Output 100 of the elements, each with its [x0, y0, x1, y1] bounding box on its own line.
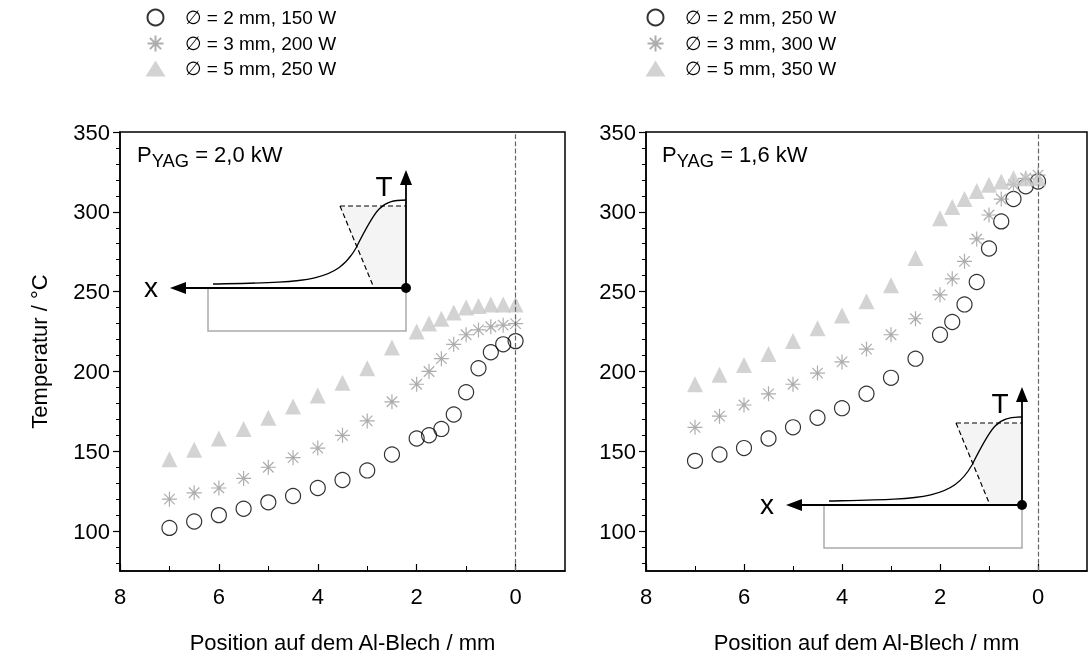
point — [993, 213, 1010, 230]
point — [931, 286, 949, 303]
point — [760, 430, 777, 447]
point — [186, 513, 203, 530]
point — [687, 376, 703, 393]
point — [980, 240, 998, 257]
point — [309, 387, 326, 404]
y-tick-label: 200 — [73, 358, 110, 384]
point — [833, 400, 851, 417]
point — [882, 369, 900, 386]
point — [932, 210, 948, 227]
point — [359, 360, 376, 377]
point — [981, 176, 997, 193]
point — [858, 341, 875, 358]
y-tick-label: 150 — [599, 438, 636, 464]
point — [383, 446, 401, 463]
point — [334, 471, 351, 489]
point — [458, 384, 475, 401]
point — [433, 420, 450, 438]
point — [968, 183, 985, 200]
point — [809, 364, 826, 382]
point — [735, 439, 753, 457]
point — [760, 345, 777, 362]
point — [711, 446, 728, 463]
point — [993, 173, 1010, 190]
legend-label: ∅ = 2 mm, 250 W — [684, 7, 837, 28]
point — [760, 385, 777, 402]
point — [408, 376, 425, 393]
point — [956, 253, 973, 270]
point — [161, 451, 178, 468]
point — [161, 519, 178, 536]
point — [968, 273, 985, 291]
point — [445, 336, 462, 353]
point — [907, 350, 924, 367]
x-axis-title: Position auf dem Al-Blech / mm — [189, 629, 496, 655]
x-tick-label: 0 — [509, 583, 522, 609]
point — [735, 396, 753, 414]
point — [420, 363, 438, 380]
y-tick-label: 350 — [599, 119, 636, 145]
point — [383, 393, 401, 410]
point — [882, 326, 900, 343]
point — [334, 427, 351, 444]
point — [408, 323, 425, 340]
x-tick-label: 8 — [113, 583, 127, 609]
legend-label: ∅ = 3 mm, 200 W — [184, 33, 337, 54]
point — [359, 412, 376, 430]
point — [907, 250, 924, 267]
point — [309, 439, 326, 457]
point — [1005, 190, 1022, 208]
annotation: P$_{YAG}$ = 2,0 kW — [137, 142, 283, 173]
point — [383, 339, 400, 356]
point — [507, 315, 524, 332]
point — [686, 419, 704, 436]
point — [334, 374, 351, 391]
y-axis-title: Temperatur / °C — [26, 274, 52, 429]
annotation: x — [144, 272, 158, 303]
x-tick-label: 0 — [1031, 583, 1045, 609]
point — [260, 409, 277, 426]
point — [993, 190, 1010, 208]
point — [458, 299, 475, 316]
point — [784, 419, 802, 436]
point — [495, 317, 512, 334]
point — [944, 270, 961, 287]
y-tick-label: 200 — [599, 358, 636, 384]
point — [785, 333, 801, 350]
point — [309, 479, 326, 497]
point — [711, 366, 728, 383]
point — [507, 333, 524, 350]
point — [210, 479, 227, 497]
point — [1017, 178, 1034, 195]
x-tick-label: 2 — [410, 583, 423, 609]
point — [907, 310, 924, 327]
x-tick-label: 8 — [639, 583, 653, 609]
point — [1005, 170, 1022, 187]
point — [458, 326, 475, 343]
legend-label: ∅ = 3 mm, 300 W — [684, 33, 837, 54]
y-tick-label: 250 — [73, 279, 110, 305]
point — [161, 491, 178, 508]
y-tick-label: 100 — [599, 518, 636, 544]
point — [834, 307, 850, 324]
point — [858, 385, 875, 402]
point — [470, 360, 487, 377]
point — [1005, 176, 1022, 193]
point — [495, 336, 512, 353]
y-tick-label: 300 — [73, 199, 110, 225]
point — [445, 304, 462, 321]
legend-label: ∅ = 5 mm, 350 W — [684, 58, 837, 79]
point — [186, 484, 203, 501]
x-tick-label: 4 — [835, 583, 849, 609]
point — [260, 459, 277, 476]
point — [833, 353, 851, 370]
point — [285, 398, 302, 415]
x-tick-label: 4 — [311, 583, 324, 609]
y-tick-label: 350 — [73, 119, 110, 145]
annotation: P$_{YAG}$ = 1,6 kW — [662, 142, 808, 173]
point — [482, 318, 499, 335]
x-axis-title: Position auf dem Al-Blech / mm — [713, 629, 1020, 655]
point — [736, 357, 752, 374]
point — [858, 293, 875, 310]
point — [980, 206, 998, 224]
